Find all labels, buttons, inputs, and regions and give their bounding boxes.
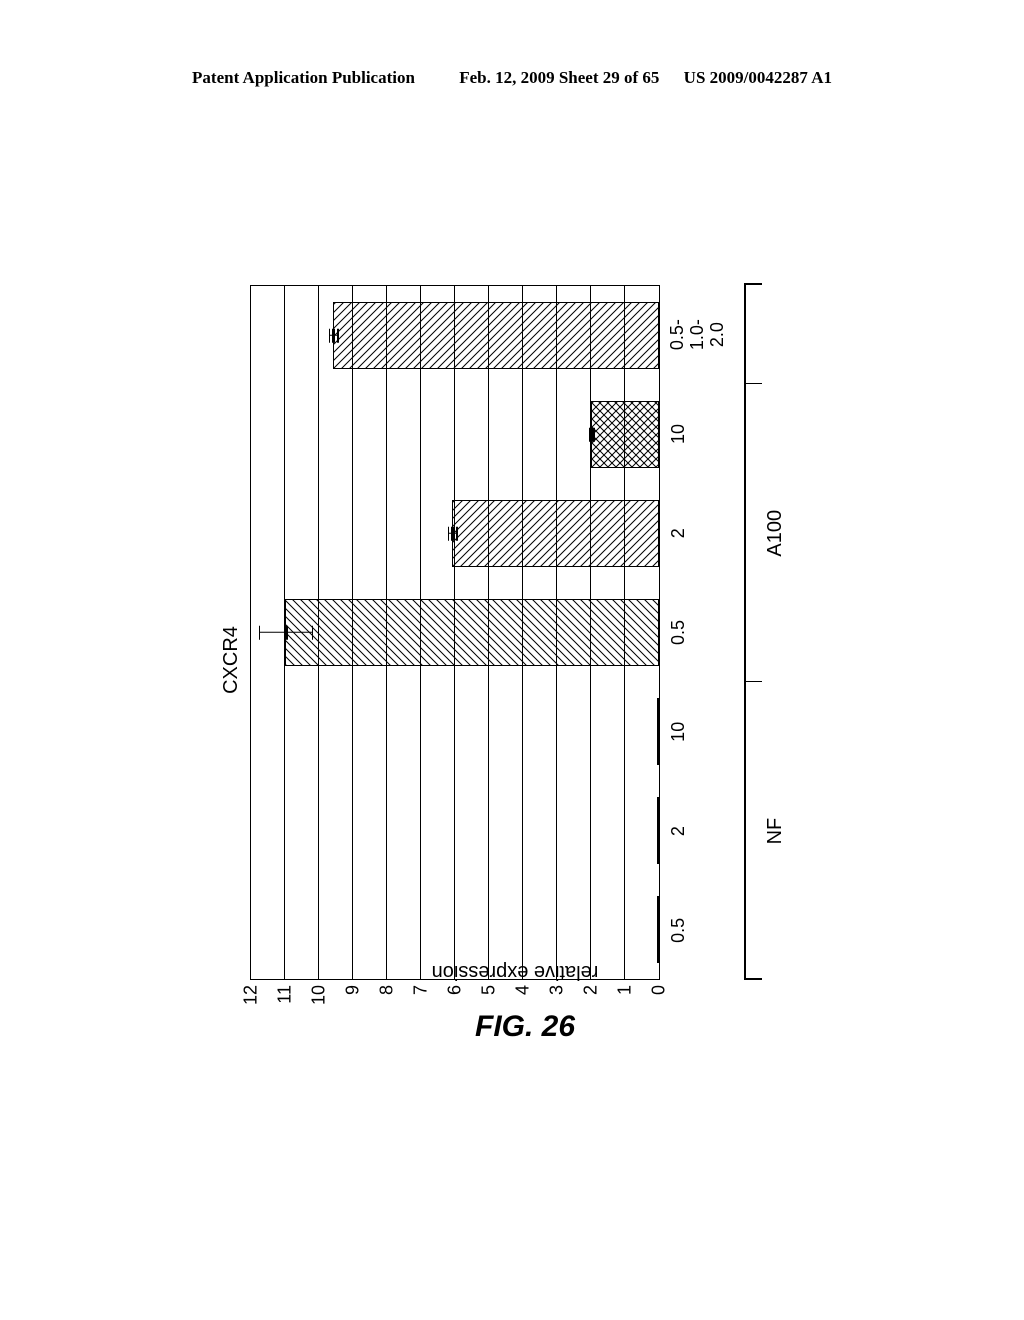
group-underline — [744, 384, 746, 682]
group-label: A100 — [764, 510, 787, 557]
y-tick-label: 11 — [275, 985, 296, 1004]
plot-box: 0123456789101112 — [250, 285, 660, 980]
gridline — [386, 286, 387, 979]
y-tick-label: 2 — [581, 985, 602, 995]
group-underline — [744, 682, 746, 980]
gridline — [352, 286, 353, 979]
y-tick-label: 9 — [343, 985, 364, 995]
bar — [333, 302, 659, 369]
bar — [657, 797, 659, 864]
y-tick-label: 4 — [513, 985, 534, 995]
y-tick-label: 7 — [411, 985, 432, 995]
error-bar — [259, 632, 286, 634]
bar-slot — [251, 583, 659, 682]
chart-title: CXCR4 — [220, 275, 243, 1045]
gridline — [284, 286, 285, 979]
bar-slot — [251, 484, 659, 583]
gridline — [590, 286, 591, 979]
plot-area: 0123456789101112 — [250, 285, 660, 980]
page-header: Patent Application Publication Feb. 12, … — [0, 68, 1024, 88]
x-tick-label: 2 — [668, 826, 689, 836]
bar-chart: CXCR4 relative expression 01234567891011… — [220, 275, 810, 1045]
x-tick-label: 0.5 — [668, 620, 689, 645]
x-ticks: 0.5 2 10 0.5 2 10 0.5-1.0-2.0 NF A100 — [664, 285, 814, 980]
bar-slot — [251, 286, 659, 385]
group-separator — [744, 383, 762, 385]
figure-rotated-container: CXCR4 relative expression 01234567891011… — [220, 275, 810, 1045]
bar-slot — [251, 781, 659, 880]
y-tick-label: 0 — [649, 985, 670, 995]
y-tick-label: 12 — [241, 985, 262, 1005]
gridline — [488, 286, 489, 979]
bar-slot — [251, 880, 659, 979]
header-left: Patent Application Publication — [192, 68, 415, 88]
y-tick-label: 3 — [547, 985, 568, 995]
x-tick-label: 10 — [668, 424, 689, 444]
group-separator — [744, 681, 762, 683]
bar-slot — [251, 682, 659, 781]
bar — [285, 599, 659, 666]
x-tick-label: 2 — [668, 528, 689, 538]
y-tick-label: 8 — [377, 985, 398, 995]
bar-slot — [251, 385, 659, 484]
gridline — [522, 286, 523, 979]
bars-container — [251, 286, 659, 979]
x-tick-label: 10 — [668, 722, 689, 742]
gridline — [624, 286, 625, 979]
group-separator — [744, 284, 762, 286]
y-tick-label: 10 — [309, 985, 330, 1005]
group-separator — [744, 979, 762, 981]
header-right: US 2009/0042287 A1 — [684, 68, 832, 88]
bar — [657, 698, 659, 765]
y-tick-label: 1 — [615, 985, 636, 995]
group-label: NF — [764, 818, 787, 845]
header-mid: Feb. 12, 2009 Sheet 29 of 65 — [459, 68, 659, 88]
gridline — [318, 286, 319, 979]
error-bar-down — [334, 335, 339, 337]
figure-caption: FIG. 26 — [475, 1010, 575, 1044]
group-underline — [744, 285, 746, 384]
x-tick-label: 0.5 — [668, 918, 689, 943]
y-tick-label: 6 — [445, 985, 466, 995]
gridline — [454, 286, 455, 979]
y-tick-label: 5 — [479, 985, 500, 995]
x-tick-label: 0.5-1.0-2.0 — [668, 305, 727, 365]
gridline — [420, 286, 421, 979]
error-bar-down — [592, 434, 595, 436]
gridline — [556, 286, 557, 979]
bar — [657, 896, 659, 963]
error-bar-down — [286, 632, 313, 634]
